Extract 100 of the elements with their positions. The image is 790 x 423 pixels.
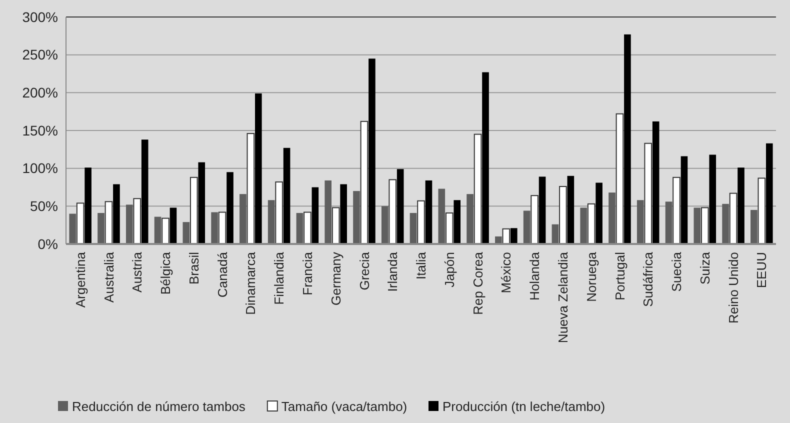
bar (694, 208, 701, 244)
bar (246, 133, 255, 244)
bar (438, 188, 446, 244)
bar (283, 148, 290, 244)
bar (636, 200, 644, 244)
bar (218, 212, 226, 244)
bar (552, 224, 559, 244)
bar (211, 212, 218, 244)
bar (141, 140, 148, 244)
x-tick-label: Francia (300, 251, 315, 296)
bar (113, 184, 120, 244)
bar (766, 143, 773, 244)
bar (729, 192, 738, 244)
x-tick-label: Bélgica (158, 251, 174, 295)
y-tick-label: 150% (22, 122, 58, 138)
bar (126, 204, 133, 244)
bar (538, 176, 546, 244)
bar (722, 204, 729, 244)
x-tick-label: Suecia (669, 251, 684, 292)
x-tick-label: Nueva Zelandia (555, 251, 570, 344)
bar (567, 176, 574, 244)
bar (738, 168, 744, 244)
x-tick-label: Germany (328, 252, 344, 306)
bar (104, 201, 113, 244)
y-tick-label: 0% (38, 236, 58, 252)
x-tick-label: Grecia (356, 251, 372, 290)
bar (624, 34, 631, 244)
bar (381, 206, 388, 244)
bar (758, 178, 766, 244)
x-tick-label: Portugal (612, 252, 628, 300)
bar (680, 156, 688, 244)
x-tick-label: Rep Corea (470, 251, 486, 315)
bar (268, 200, 275, 244)
x-tick-label: Noruega (584, 251, 599, 302)
bar (353, 191, 360, 244)
bar (98, 212, 104, 244)
bar (133, 198, 142, 244)
bar (226, 172, 234, 244)
bar (454, 200, 461, 244)
bar (76, 202, 84, 244)
bar (425, 180, 432, 244)
bar (644, 142, 652, 244)
bar (304, 212, 312, 244)
x-tick-label: Sudáfrica (640, 251, 656, 307)
x-tick-label: Dinamarca (243, 251, 258, 315)
bar (616, 113, 624, 244)
x-tick-label: Canadá (214, 251, 230, 298)
bar (510, 228, 518, 244)
bar (154, 216, 162, 244)
x-tick-label: Holanda (527, 251, 542, 300)
bar (332, 207, 340, 244)
bar (162, 218, 170, 244)
bar (275, 181, 283, 244)
bar (596, 182, 602, 244)
legend-label: Reducción de número tambos (72, 399, 246, 414)
bar (474, 134, 482, 244)
y-tick-label: 300% (22, 8, 58, 25)
y-tick-label: 50% (30, 198, 58, 214)
y-tick-label: 200% (22, 84, 58, 101)
legend-label: Tamaño (vaca/tambo) (281, 399, 408, 414)
x-tick-label: Argentina (72, 251, 88, 308)
x-tick-label: Japón (442, 252, 457, 288)
bar (709, 154, 716, 244)
x-tick-label: Suiza (697, 251, 712, 285)
x-tick-label: Italia (414, 251, 429, 280)
bar (700, 207, 709, 244)
x-tick-label: Irlanda (385, 251, 400, 292)
bar (360, 120, 368, 244)
bar (340, 184, 347, 244)
bar (530, 195, 538, 244)
bar (312, 187, 319, 244)
bar (652, 121, 660, 244)
bar (672, 176, 680, 244)
x-tick-label: México (498, 252, 514, 294)
bar (445, 212, 454, 244)
bar (482, 72, 489, 244)
x-tick-label: Austria (130, 251, 145, 292)
bar (608, 192, 616, 244)
bar (559, 186, 567, 244)
bar (750, 210, 758, 244)
bar (255, 93, 262, 244)
bar (466, 194, 474, 244)
bar (240, 194, 246, 244)
bar (665, 202, 672, 244)
legend-label: Producción (tn leche/tambo) (442, 399, 606, 414)
x-tick-label: EEUU (754, 252, 770, 288)
bar (170, 208, 177, 244)
x-tick-label: Australia (101, 251, 116, 303)
bar (368, 58, 376, 244)
bar (198, 162, 206, 244)
bar (296, 212, 304, 244)
bar (523, 210, 530, 244)
bar (324, 180, 332, 244)
bar (388, 179, 397, 244)
bar (587, 203, 596, 244)
x-tick-label: Brasil (186, 252, 202, 285)
bar (182, 222, 190, 244)
x-tick-label: Finlandia (272, 251, 287, 305)
bar (190, 176, 198, 244)
bar (84, 168, 92, 244)
